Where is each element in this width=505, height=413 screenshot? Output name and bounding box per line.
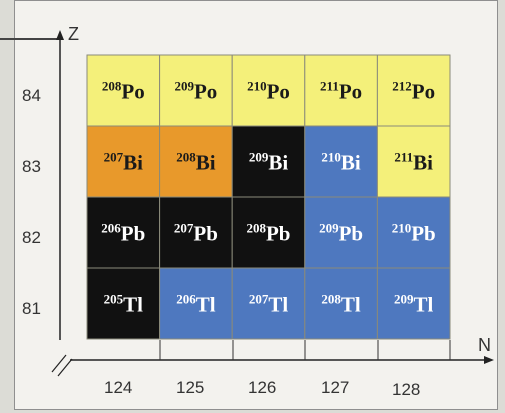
n-axis-arrow (484, 356, 494, 364)
element-symbol: Po (267, 80, 290, 104)
mass-number: 208 (102, 79, 122, 94)
nuclide-cell-206tl (159, 267, 233, 340)
nuclide-label: 207Tl (249, 292, 289, 317)
mass-number: 208 (176, 150, 196, 165)
nuclide-cell-208po (86, 54, 161, 127)
mass-number: 212 (392, 79, 412, 94)
mass-number: 207 (249, 292, 269, 307)
mass-number: 211 (394, 150, 413, 165)
element-symbol: Pb (339, 222, 364, 246)
element-symbol: Tl (414, 293, 434, 317)
nuclide-label: 209Bi (249, 150, 289, 175)
n-tick-label: 126 (248, 378, 276, 397)
z-tick-label: 84 (22, 86, 41, 105)
nuclide-cell-206pb (86, 196, 161, 269)
mass-number: 209 (319, 221, 339, 236)
axis-break-mark (57, 358, 73, 377)
nuclide-label: 210Po (247, 79, 290, 104)
nuclide-cell-210po (231, 54, 306, 127)
mass-number: 210 (321, 150, 341, 165)
z-axis-arrow (56, 30, 64, 40)
nuclide-cell-205tl (86, 267, 161, 340)
mass-number: 208 (246, 221, 266, 236)
nuclide-label: 206Tl (176, 292, 216, 317)
mass-number: 207 (174, 221, 194, 236)
z-tick-label: 83 (22, 157, 41, 176)
mass-number: 209 (394, 292, 414, 307)
n-tick-label: 127 (321, 378, 349, 397)
element-symbol: Bi (268, 151, 288, 175)
axis-break-mark (51, 354, 67, 373)
frame-tab-line (0, 38, 60, 40)
nuclide-cell-210bi (304, 125, 378, 198)
n-tick-label: 124 (104, 378, 132, 397)
nuclide-cell-208bi (159, 125, 233, 198)
nuclide-label: 209Po (174, 79, 217, 104)
mass-number: 207 (104, 150, 124, 165)
mass-number: 209 (174, 79, 194, 94)
element-symbol: Tl (123, 293, 143, 317)
mass-number: 211 (320, 79, 339, 94)
mass-number: 210 (392, 221, 412, 236)
nuclide-cell-208tl (304, 267, 378, 340)
nuclide-cell-211bi (376, 125, 451, 198)
element-symbol: Bi (196, 151, 216, 175)
nuclide-cell-209po (159, 54, 233, 127)
nuclide-label: 206Pb (101, 221, 145, 246)
element-symbol: Tl (196, 293, 216, 317)
z-tick-label: 81 (22, 299, 41, 318)
mass-number: 209 (249, 150, 269, 165)
nuclide-cell-209bi (231, 125, 306, 198)
nuclide-cell-207tl (231, 267, 306, 340)
nuclide-cell-212po (376, 54, 451, 127)
element-symbol: Tl (341, 293, 361, 317)
mass-number: 205 (104, 292, 124, 307)
mass-number: 208 (321, 292, 341, 307)
z-axis-label: Z (68, 24, 79, 44)
nuclide-cell-209tl (376, 267, 451, 340)
nuclide-cell-209pb (304, 196, 378, 269)
nuclide-label: 207Bi (104, 150, 144, 175)
nuclide-label: 212Po (392, 79, 435, 104)
nuclide-label: 208Tl (321, 292, 361, 317)
element-symbol: Po (339, 80, 362, 104)
n-tick-label: 125 (176, 378, 204, 397)
nuclide-label: 205Tl (104, 292, 144, 317)
nuclide-label: 208Pb (246, 221, 290, 246)
element-symbol: Po (121, 80, 144, 104)
nuclide-label: 208Po (102, 79, 145, 104)
element-symbol: Bi (341, 151, 361, 175)
element-symbol: Tl (268, 293, 288, 317)
nuclide-label: 208Bi (176, 150, 216, 175)
element-symbol: Bi (413, 151, 433, 175)
mass-number: 206 (101, 221, 121, 236)
z-tick-label: 82 (22, 228, 41, 247)
nuclide-label: 211Bi (394, 150, 433, 175)
element-symbol: Pb (193, 222, 218, 246)
nuclide-label: 211Po (320, 79, 362, 104)
element-symbol: Po (194, 80, 217, 104)
element-symbol: Bi (123, 151, 143, 175)
nuclide-label: 210Pb (392, 221, 436, 246)
element-symbol: Pb (121, 222, 146, 246)
nuclide-label: 209Tl (394, 292, 434, 317)
nuclide-label: 209Pb (319, 221, 363, 246)
nuclide-label: 207Pb (174, 221, 218, 246)
element-symbol: Po (412, 80, 435, 104)
mass-number: 210 (247, 79, 267, 94)
nuclide-label: 210Bi (321, 150, 361, 175)
nuclide-cell-210pb (376, 196, 451, 269)
n-tick-label: 128 (392, 380, 420, 399)
n-axis-ticks (159, 340, 451, 360)
element-symbol: Pb (411, 222, 436, 246)
element-symbol: Pb (266, 222, 291, 246)
mass-number: 206 (176, 292, 196, 307)
n-axis-label: N (478, 335, 491, 355)
